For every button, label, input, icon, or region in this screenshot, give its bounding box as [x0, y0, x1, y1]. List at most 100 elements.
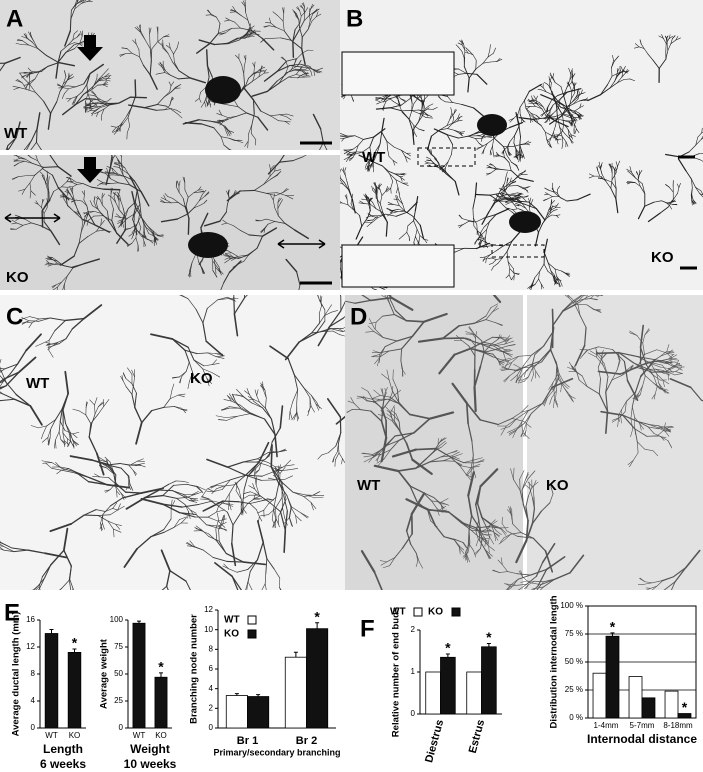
duct: [36, 141, 42, 150]
duct: [17, 175, 26, 178]
duct: [296, 411, 300, 420]
duct: [480, 137, 483, 142]
duct: [597, 165, 601, 170]
duct: [509, 198, 516, 200]
duct: [31, 593, 33, 600]
duct: [502, 145, 508, 157]
duct: [547, 262, 552, 271]
duct: [221, 222, 228, 225]
duct: [389, 298, 396, 311]
duct: [398, 205, 406, 212]
duct: [260, 38, 266, 43]
duct: [385, 186, 388, 192]
duct: [148, 27, 150, 34]
duct: [658, 35, 664, 39]
duct: [309, 13, 311, 22]
duct: [509, 196, 516, 200]
duct: [226, 222, 234, 226]
duct: [481, 526, 491, 532]
duct: [292, 491, 306, 496]
duct: [216, 485, 225, 489]
duct: [217, 419, 228, 421]
image-b: [340, 0, 703, 290]
duct: [395, 179, 403, 184]
duct: [538, 278, 542, 285]
duct: [544, 82, 548, 85]
duct: [119, 195, 122, 202]
duct: [128, 104, 146, 109]
duct: [496, 195, 502, 199]
duct: [41, 564, 52, 578]
duct: [76, 210, 81, 216]
duct: [294, 58, 297, 65]
duct: [215, 267, 217, 274]
duct: [352, 151, 357, 158]
duct: [282, 13, 285, 22]
duct: [228, 568, 238, 573]
duct: [71, 100, 75, 105]
duct: [510, 197, 516, 201]
duct: [376, 194, 379, 204]
duct: [620, 66, 624, 72]
duct: [572, 112, 578, 115]
duct: [50, 230, 61, 246]
duct: [475, 459, 485, 464]
duct: [110, 178, 119, 184]
duct: [387, 295, 393, 299]
duct: [286, 495, 292, 508]
duct: [523, 196, 529, 198]
duct: [224, 19, 230, 22]
duct: [278, 155, 285, 163]
duct: [190, 509, 197, 514]
duct: [701, 132, 703, 134]
duct: [470, 463, 481, 468]
duct: [236, 569, 249, 573]
duct: [552, 275, 555, 282]
duct: [406, 201, 418, 213]
duct: [547, 271, 554, 276]
duct: [262, 590, 263, 596]
duct: [299, 15, 302, 24]
duct: [627, 170, 632, 175]
duct: [415, 236, 419, 243]
duct: [261, 590, 262, 596]
duct: [101, 108, 105, 116]
duct: [380, 436, 388, 463]
duct: [195, 528, 203, 531]
duct: [178, 604, 184, 607]
duct: [528, 113, 532, 120]
duct: [513, 135, 515, 144]
duct: [640, 43, 645, 49]
duct: [121, 164, 124, 176]
duct: [61, 275, 68, 283]
duct: [298, 284, 301, 290]
duct: [545, 131, 553, 136]
duct: [169, 100, 172, 106]
duct: [292, 40, 295, 58]
duct: [172, 198, 179, 203]
duct: [316, 13, 322, 17]
duct: [152, 595, 157, 604]
duct: [279, 405, 284, 429]
duct: [168, 606, 170, 612]
duct: [233, 190, 236, 195]
duct: [184, 206, 190, 219]
duct: [524, 100, 527, 109]
duct: [129, 175, 138, 192]
duct: [122, 380, 127, 388]
duct: [0, 385, 7, 390]
duct: [488, 262, 494, 265]
duct: [184, 607, 187, 612]
duct: [478, 240, 482, 246]
duct: [228, 130, 235, 133]
duct: [530, 113, 536, 119]
duct: [90, 186, 105, 190]
duct: [213, 259, 220, 267]
duct: [324, 311, 332, 316]
duct: [340, 133, 348, 137]
duct: [101, 213, 110, 222]
duct: [274, 221, 286, 224]
duct: [526, 106, 531, 109]
duct: [616, 79, 625, 84]
duct: [482, 61, 491, 64]
